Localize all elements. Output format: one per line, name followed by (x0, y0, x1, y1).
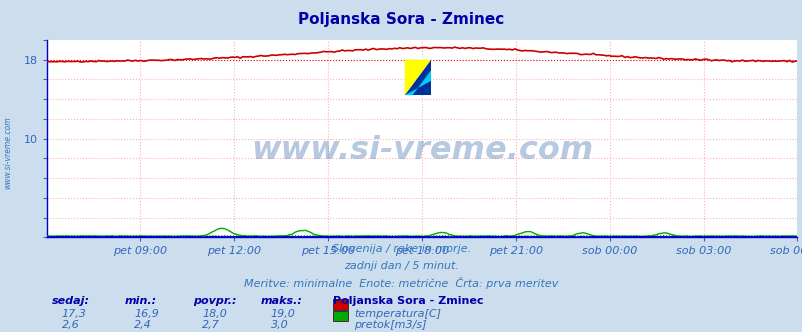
Text: min.:: min.: (124, 296, 156, 306)
Text: 19,0: 19,0 (270, 309, 295, 319)
Text: 2,6: 2,6 (62, 320, 79, 330)
Text: 2,4: 2,4 (134, 320, 152, 330)
Text: 18,0: 18,0 (202, 309, 227, 319)
Text: Poljanska Sora - Zminec: Poljanska Sora - Zminec (333, 296, 483, 306)
Text: Meritve: minimalne  Enote: metrične  Črta: prva meritev: Meritve: minimalne Enote: metrične Črta:… (244, 277, 558, 289)
Polygon shape (404, 70, 431, 95)
Text: zadnji dan / 5 minut.: zadnji dan / 5 minut. (343, 261, 459, 271)
Text: povpr.:: povpr.: (192, 296, 236, 306)
Text: sedaj:: sedaj: (52, 296, 90, 306)
Text: 3,0: 3,0 (270, 320, 288, 330)
Polygon shape (404, 60, 431, 95)
Text: 2,7: 2,7 (202, 320, 220, 330)
Text: www.si-vreme.com: www.si-vreme.com (250, 135, 593, 166)
Text: maks.:: maks.: (261, 296, 302, 306)
Text: pretok[m3/s]: pretok[m3/s] (354, 320, 426, 330)
Text: 17,3: 17,3 (62, 309, 87, 319)
Text: Slovenija / reke in morje.: Slovenija / reke in morje. (331, 244, 471, 254)
Text: www.si-vreme.com: www.si-vreme.com (3, 117, 13, 189)
Text: Poljanska Sora - Zminec: Poljanska Sora - Zminec (298, 12, 504, 27)
Polygon shape (404, 60, 431, 95)
Text: temperatura[C]: temperatura[C] (354, 309, 440, 319)
Text: 16,9: 16,9 (134, 309, 159, 319)
